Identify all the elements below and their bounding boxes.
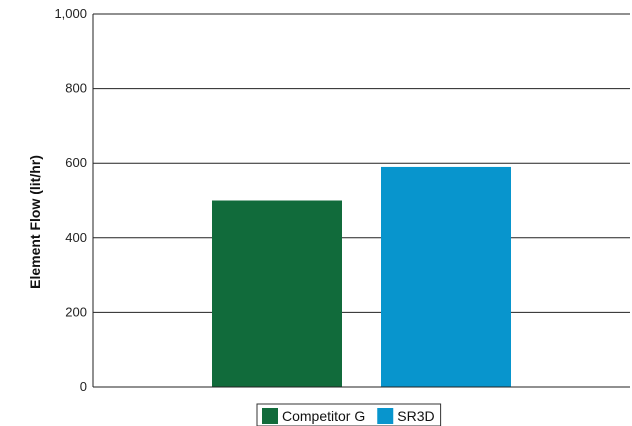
gridlines <box>93 13 630 313</box>
y-tick-label: 400 <box>65 230 87 245</box>
legend-box <box>256 403 442 426</box>
y-tick-label: 600 <box>65 155 87 170</box>
legend-label: SR3D <box>397 408 434 424</box>
y-axis-tick-labels: 0 200 400 600 800 1,000 <box>54 6 87 394</box>
bar-competitor-g <box>212 200 342 387</box>
y-tick-label: 800 <box>65 81 87 96</box>
y-axis-title: Element Flow (lit/hr) <box>27 155 43 289</box>
bars <box>212 166 511 387</box>
legend-label: Competitor G <box>282 408 365 424</box>
legend-swatch <box>377 408 394 424</box>
legend: Competitor G SR3D <box>256 403 442 426</box>
bar-sr3d <box>381 166 511 387</box>
legend-swatch <box>262 408 278 424</box>
y-tick-label: 200 <box>65 304 87 319</box>
y-tick-label: 0 <box>80 379 87 394</box>
y-tick-label: 1,000 <box>54 6 87 21</box>
